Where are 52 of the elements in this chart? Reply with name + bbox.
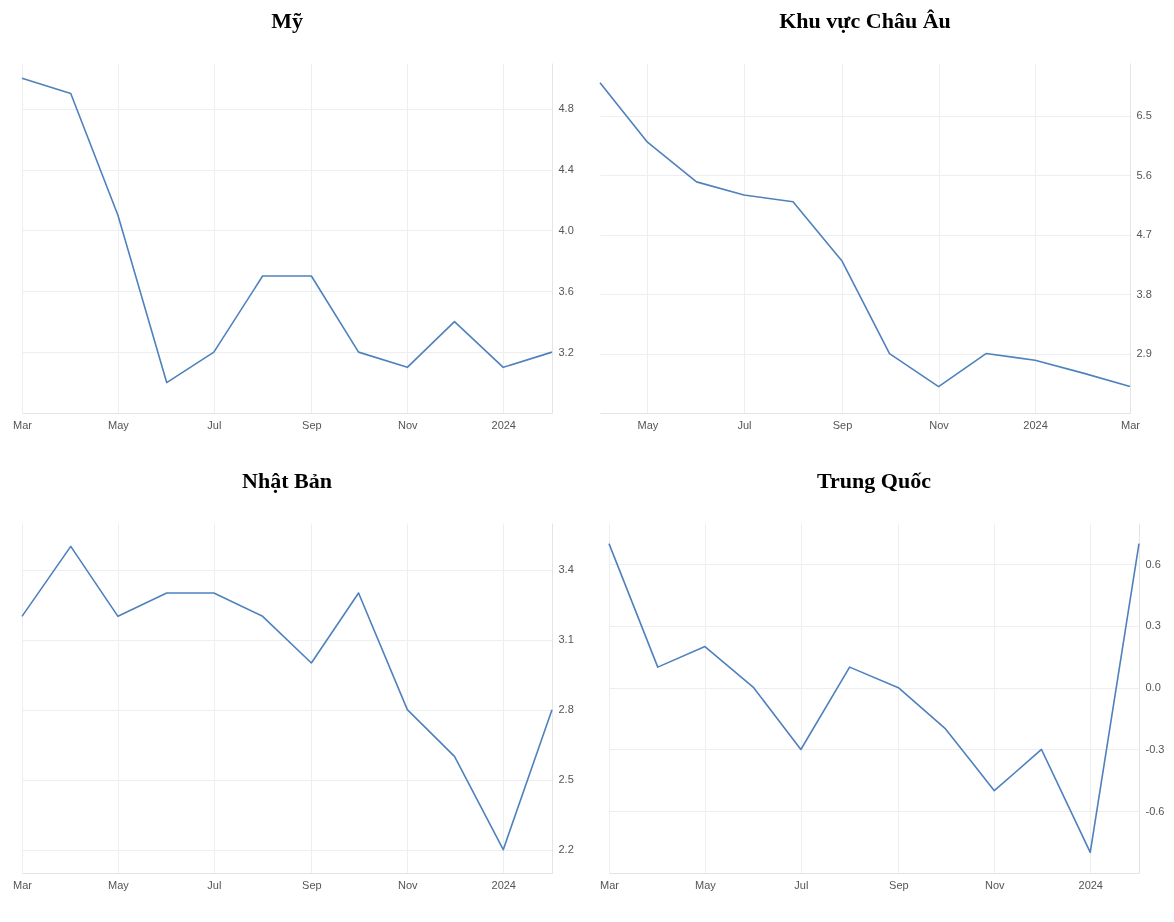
- x-tick-label: May: [637, 418, 659, 431]
- y-tick-label: 3.8: [1136, 287, 1152, 300]
- y-tick-label: 5.6: [1136, 168, 1152, 181]
- y-tick-label: 0.6: [1145, 557, 1161, 570]
- y-tick-label: 0.3: [1145, 619, 1161, 632]
- chart-title: Mỹ: [271, 8, 303, 33]
- x-tick-label: Sep: [889, 878, 909, 891]
- x-tick-label: 2024: [491, 878, 516, 891]
- y-tick-label: 3.4: [558, 563, 574, 576]
- line-series: [21, 77, 553, 384]
- x-tick-label: Mar: [600, 878, 620, 891]
- x-tick-label: Nov: [929, 418, 950, 431]
- chart-title: Nhật Bản: [242, 468, 332, 493]
- x-tick-label: May: [108, 418, 130, 431]
- x-tick-label: Mar: [13, 878, 33, 891]
- y-tick-label: 6.5: [1136, 109, 1152, 122]
- line-series: [608, 542, 1140, 854]
- y-tick-label: 4.7: [1136, 228, 1152, 241]
- x-tick-label: Sep: [302, 878, 322, 891]
- y-tick-label: 4.8: [558, 102, 574, 115]
- y-tick-label: 2.2: [558, 843, 574, 856]
- y-tick-label: -0.3: [1145, 742, 1165, 755]
- y-tick-label: 2.9: [1136, 347, 1152, 360]
- x-tick-label: Mar: [13, 418, 33, 431]
- line-series: [21, 545, 553, 851]
- y-tick-label: 2.5: [558, 773, 574, 786]
- chart-title: Trung Quốc: [817, 468, 932, 493]
- y-tick-label: -0.6: [1145, 804, 1165, 817]
- x-tick-label: Jul: [207, 418, 222, 431]
- chart-title: Khu vực Châu Âu: [779, 8, 951, 33]
- y-tick-label: 2.8: [558, 703, 574, 716]
- x-tick-label: Mar: [1121, 418, 1141, 431]
- x-tick-label: Nov: [985, 878, 1006, 891]
- x-tick-label: 2024: [1078, 878, 1103, 891]
- x-tick-label: May: [108, 878, 130, 891]
- x-tick-label: Sep: [302, 418, 322, 431]
- x-tick-label: 2024: [1023, 418, 1048, 431]
- x-tick-label: Sep: [832, 418, 853, 431]
- x-tick-label: Jul: [207, 878, 222, 891]
- line-series: [599, 82, 1131, 388]
- x-tick-label: Nov: [398, 418, 419, 431]
- x-tick-label: May: [695, 878, 717, 891]
- y-tick-label: 3.1: [558, 633, 574, 646]
- y-tick-label: 3.6: [558, 284, 574, 297]
- x-tick-label: Jul: [794, 878, 809, 891]
- y-tick-label: 0.0: [1145, 681, 1161, 694]
- y-tick-label: 4.4: [558, 163, 574, 176]
- x-tick-label: 2024: [491, 418, 516, 431]
- x-tick-label: Jul: [737, 418, 752, 431]
- y-tick-label: 3.2: [558, 345, 574, 358]
- y-tick-label: 4.0: [558, 223, 574, 236]
- x-tick-label: Nov: [398, 878, 419, 891]
